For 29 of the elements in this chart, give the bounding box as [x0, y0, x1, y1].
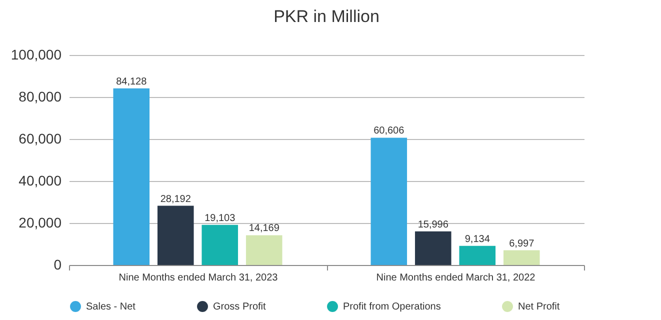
y-tick-label: 80,000 [18, 88, 62, 104]
bar [246, 235, 282, 265]
bar [414, 231, 452, 265]
x-tick-label: Nine Months ended March 31, 2023 [118, 272, 278, 284]
y-tick-label: 40,000 [18, 172, 62, 188]
data-label: 28,192 [160, 194, 192, 205]
legend-label: Gross Profit [213, 302, 266, 313]
bar [157, 206, 194, 265]
y-tick-label: 100,000 [10, 46, 62, 62]
bar [370, 138, 408, 265]
legend-label: Sales - Net [86, 302, 136, 313]
bar [459, 246, 496, 265]
legend-label: Profit from Operations [343, 302, 441, 313]
data-label: 9,134 [464, 234, 490, 245]
y-tick-label: 20,000 [18, 214, 62, 230]
bar [503, 250, 540, 265]
data-label: 19,103 [204, 212, 236, 224]
y-tick-label: 60,000 [18, 130, 62, 146]
data-label: 14,169 [248, 223, 280, 234]
data-label: 84,128 [116, 76, 148, 88]
chart-title: PKR in Million [274, 7, 380, 26]
x-tick-label: Nine Months ended March 31, 2022 [376, 272, 536, 284]
data-label: 15,996 [418, 219, 449, 230]
legend-label: Net Profit [518, 302, 560, 313]
data-label: 60,606 [374, 126, 405, 137]
data-label: 6,997 [509, 238, 535, 250]
bar [113, 88, 150, 265]
y-tick-label: 0 [54, 256, 62, 272]
bar [202, 224, 238, 265]
